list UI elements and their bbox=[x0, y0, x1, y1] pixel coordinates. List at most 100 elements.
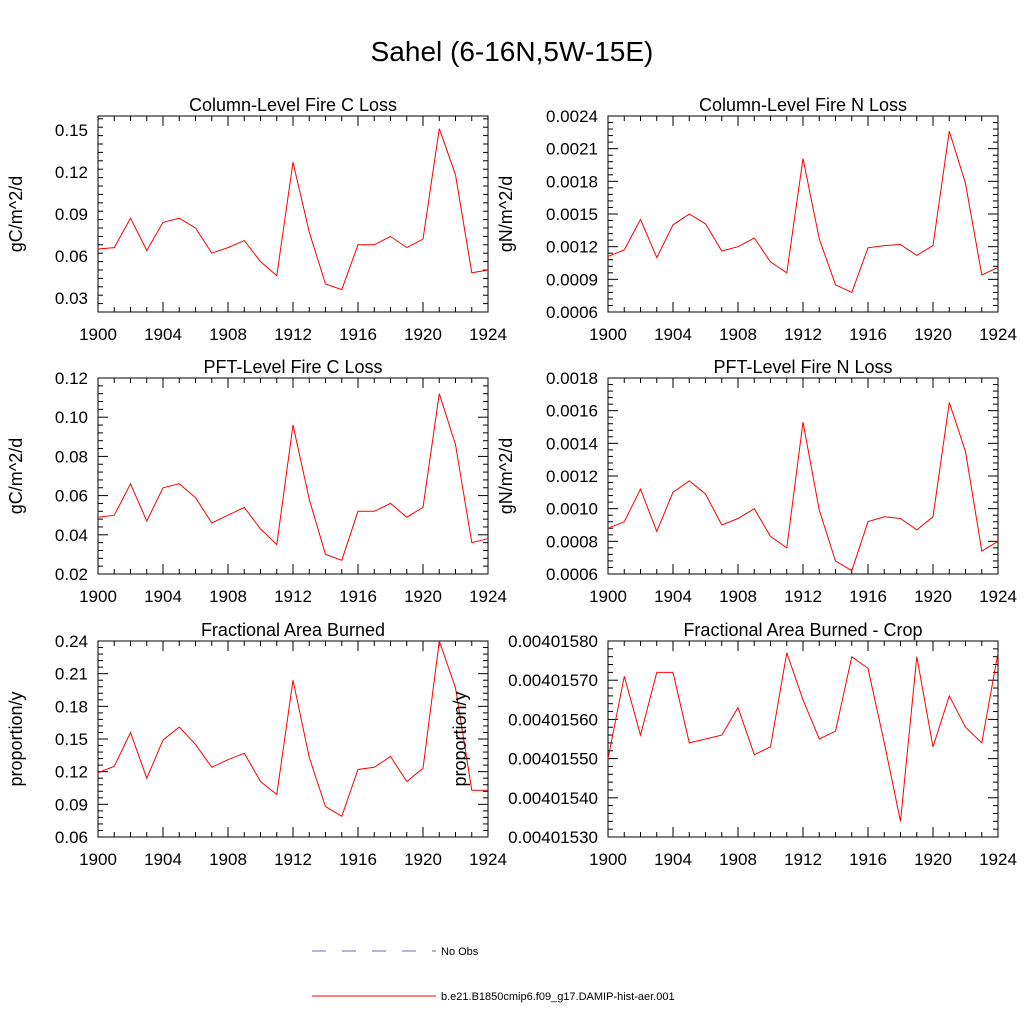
figure-title: Sahel (6-16N,5W-15E) bbox=[370, 36, 654, 67]
x-tick-label: 1920 bbox=[404, 587, 442, 606]
x-tick-label: 1912 bbox=[784, 850, 822, 869]
y-tick-label: 0.21 bbox=[55, 665, 88, 684]
plot-frame bbox=[607, 640, 999, 838]
y-tick-label: 0.0024 bbox=[546, 107, 598, 126]
x-tick-label: 1920 bbox=[914, 325, 952, 344]
x-tick-label: 1920 bbox=[404, 325, 442, 344]
y-tick-label: 0.09 bbox=[55, 205, 88, 224]
y-tick-label: 0.0009 bbox=[546, 270, 598, 289]
panel-title: PFT-Level Fire C Loss bbox=[203, 357, 382, 377]
y-tick-label: 0.00401570 bbox=[508, 671, 598, 690]
x-tick-label: 1916 bbox=[849, 325, 887, 344]
plot-frame bbox=[97, 377, 489, 575]
x-tick-label: 1904 bbox=[144, 587, 182, 606]
legend: No Obs b.e21.B1850cmip6.f09_g17.DAMIP-his… bbox=[312, 946, 675, 1003]
x-tick-label: 1924 bbox=[979, 850, 1017, 869]
y-tick-label: 0.03 bbox=[55, 289, 88, 308]
x-tick-label: 1904 bbox=[654, 850, 692, 869]
x-tick-label: 1900 bbox=[589, 325, 627, 344]
x-tick-label: 1900 bbox=[79, 587, 117, 606]
panel-title: Fractional Area Burned - Crop bbox=[683, 620, 922, 640]
chart-panel-1: Column-Level Fire C Loss 1900 1904 1908 1912… bbox=[6, 95, 507, 344]
x-tick-label: 1904 bbox=[654, 587, 692, 606]
panel-title: Fractional Area Burned bbox=[201, 620, 385, 640]
series-line bbox=[607, 402, 999, 572]
x-tick-label: 1908 bbox=[209, 587, 247, 606]
x-tick-label: 1924 bbox=[979, 325, 1017, 344]
y-tick-label: 0.24 bbox=[55, 632, 88, 651]
y-tick-label: 0.12 bbox=[55, 369, 88, 388]
x-tick-label: 1908 bbox=[209, 850, 247, 869]
x-tick-label: 1924 bbox=[469, 850, 507, 869]
x-tick-label: 1908 bbox=[719, 587, 757, 606]
y-tick-label: 0.06 bbox=[55, 487, 88, 506]
y-tick-label: 0.0010 bbox=[546, 500, 598, 519]
plot-frame bbox=[97, 640, 489, 838]
x-tick-label: 1916 bbox=[339, 587, 377, 606]
x-tick-label: 1908 bbox=[209, 325, 247, 344]
y-tick-label: 0.0021 bbox=[546, 140, 598, 159]
y-axis-label: proportion/y bbox=[450, 691, 470, 786]
panel-title: Column-Level Fire C Loss bbox=[189, 95, 397, 115]
series-line bbox=[97, 393, 489, 561]
y-tick-label: 0.0012 bbox=[546, 467, 598, 486]
x-tick-label: 1912 bbox=[274, 325, 312, 344]
y-tick-label: 0.09 bbox=[55, 795, 88, 814]
y-tick-label: 0.0014 bbox=[546, 434, 598, 453]
y-tick-label: 0.06 bbox=[55, 247, 88, 266]
plot-frame bbox=[97, 115, 489, 313]
y-tick-label: 0.10 bbox=[55, 408, 88, 427]
y-tick-label: 0.00401560 bbox=[508, 710, 598, 729]
y-tick-label: 0.0015 bbox=[546, 205, 598, 224]
y-tick-label: 0.0008 bbox=[546, 532, 598, 551]
chart-panel-4: PFT-Level Fire N Loss 1900 1904 1908 1912 191… bbox=[496, 357, 1017, 606]
y-tick-label: 0.15 bbox=[55, 730, 88, 749]
y-tick-label: 0.18 bbox=[55, 697, 88, 716]
y-tick-label: 0.00401530 bbox=[508, 828, 598, 847]
series-line bbox=[97, 128, 489, 291]
y-tick-label: 0.02 bbox=[55, 565, 88, 584]
series-line bbox=[607, 131, 999, 294]
y-tick-label: 0.00401580 bbox=[508, 632, 598, 651]
legend-label: No Obs bbox=[441, 946, 479, 958]
y-tick-label: 0.0006 bbox=[546, 303, 598, 322]
x-tick-label: 1912 bbox=[274, 850, 312, 869]
y-tick-label: 0.0016 bbox=[546, 402, 598, 421]
x-tick-label: 1904 bbox=[144, 850, 182, 869]
y-tick-label: 0.15 bbox=[55, 121, 88, 140]
x-tick-label: 1920 bbox=[404, 850, 442, 869]
x-tick-label: 1900 bbox=[589, 850, 627, 869]
x-tick-label: 1900 bbox=[79, 850, 117, 869]
panel-title: Column-Level Fire N Loss bbox=[699, 95, 907, 115]
x-tick-label: 1916 bbox=[339, 850, 377, 869]
y-axis-label: gN/m^2/d bbox=[496, 438, 516, 514]
chart-panel-2: Column-Level Fire N Loss 1900 1904 1908 1912… bbox=[496, 95, 1017, 344]
y-tick-label: 0.0012 bbox=[546, 238, 598, 257]
x-tick-label: 1924 bbox=[979, 587, 1017, 606]
x-tick-label: 1904 bbox=[144, 325, 182, 344]
x-tick-label: 1912 bbox=[784, 325, 822, 344]
y-tick-label: 0.0018 bbox=[546, 172, 598, 191]
x-tick-label: 1924 bbox=[469, 325, 507, 344]
y-tick-label: 0.08 bbox=[55, 447, 88, 466]
plot-frame bbox=[607, 115, 999, 313]
series-line bbox=[97, 640, 488, 818]
chart-panel-5: Fractional Area Burned 1900 1904 1908 1912 19… bbox=[6, 620, 507, 869]
x-tick-label: 1908 bbox=[719, 850, 757, 869]
chart-panel-3: PFT-Level Fire C Loss 1900 1904 1908 1912 191… bbox=[6, 357, 507, 606]
series-line bbox=[607, 652, 999, 822]
x-tick-label: 1924 bbox=[469, 587, 507, 606]
plot-frame bbox=[607, 377, 999, 575]
x-tick-label: 1900 bbox=[589, 587, 627, 606]
y-axis-label: gC/m^2/d bbox=[6, 176, 26, 252]
x-tick-label: 1916 bbox=[849, 587, 887, 606]
x-tick-label: 1912 bbox=[274, 587, 312, 606]
x-tick-label: 1900 bbox=[79, 325, 117, 344]
y-tick-label: 0.12 bbox=[55, 763, 88, 782]
x-tick-label: 1916 bbox=[339, 325, 377, 344]
x-tick-label: 1912 bbox=[784, 587, 822, 606]
y-tick-label: 0.12 bbox=[55, 163, 88, 182]
x-tick-label: 1908 bbox=[719, 325, 757, 344]
y-tick-label: 0.0006 bbox=[546, 565, 598, 584]
x-tick-label: 1920 bbox=[914, 850, 952, 869]
